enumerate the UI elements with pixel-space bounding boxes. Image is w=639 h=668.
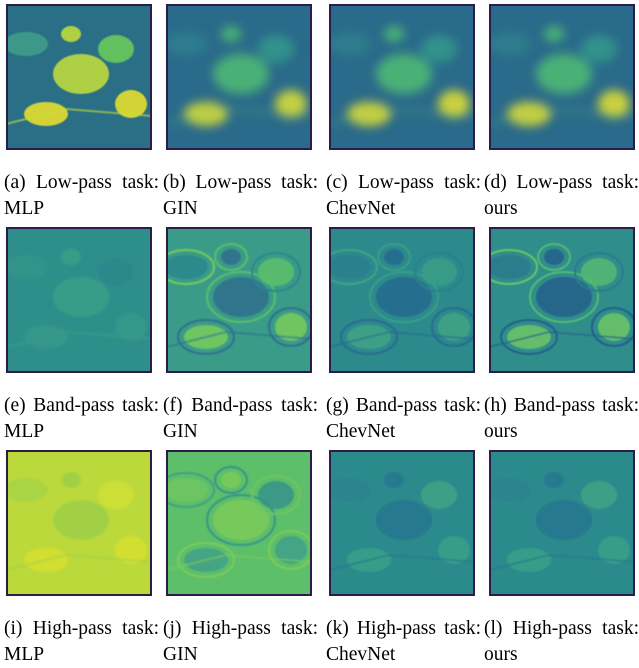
panel-caption: (a) Low-pass task: MLP xyxy=(4,170,159,222)
panel-caption: (h) Band-pass task: ours xyxy=(484,393,639,445)
panel-image xyxy=(166,227,312,373)
panel-caption: (g) Band-pass task: ChevNet xyxy=(326,393,481,445)
panel-caption: (f) Band-pass task: GIN xyxy=(163,393,318,445)
panel-image xyxy=(489,450,635,596)
panel-image xyxy=(329,450,475,596)
panel-image xyxy=(6,227,152,373)
panel-image xyxy=(166,4,312,150)
panel-image xyxy=(6,4,152,150)
panel-caption: (j) High-pass task: GIN xyxy=(163,616,318,668)
panel-image xyxy=(329,4,475,150)
panel-caption: (d) Low-pass task: ours xyxy=(484,170,639,222)
panel-image xyxy=(329,227,475,373)
panel-caption: (e) Band-pass task: MLP xyxy=(4,393,159,445)
panel-caption: (i) High-pass task: MLP xyxy=(4,616,159,668)
panel-caption: (b) Low-pass task: GIN xyxy=(163,170,318,222)
panel-caption: (l) High-pass task: ours xyxy=(484,616,639,668)
panel-caption: (c) Low-pass task: ChevNet xyxy=(326,170,481,222)
figure: (a) Low-pass task: MLP(b) Low-pass task:… xyxy=(0,0,639,668)
panel-caption: (k) High-pass task: ChevNet xyxy=(326,616,481,668)
panel-image xyxy=(489,227,635,373)
panel-image xyxy=(166,450,312,596)
panel-image xyxy=(489,4,635,150)
panel-image xyxy=(6,450,152,596)
